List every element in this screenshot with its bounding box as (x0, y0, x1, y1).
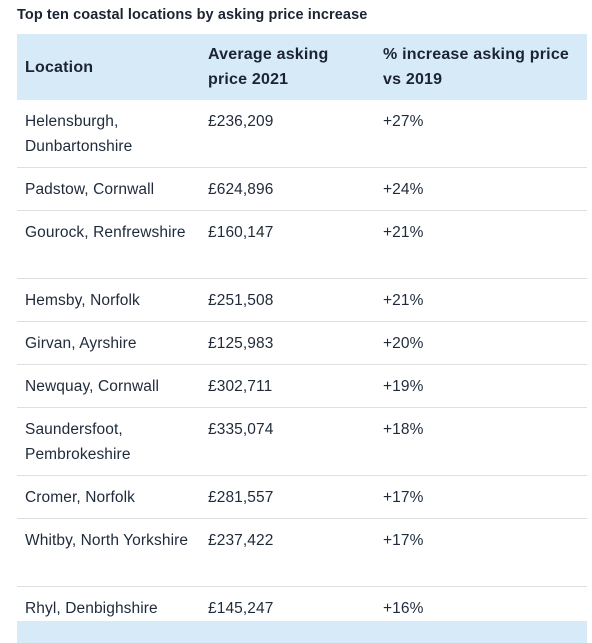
cell-location: Padstow, Cornwall (17, 167, 200, 211)
header-location: Location (25, 58, 94, 76)
table-row: Hemsby, Norfolk £251,508 +21% (17, 278, 587, 322)
cell-price: £236,209 (200, 100, 375, 168)
cell-increase: +24% (375, 167, 587, 211)
table-row: Padstow, Cornwall £624,896 +24% (17, 167, 587, 211)
cell-increase: +17% (375, 518, 587, 587)
table-row: Helensburgh, Dunbartonshire £236,209 +27… (17, 100, 587, 168)
cell-price: £335,074 (200, 407, 375, 476)
cell-increase: +17% (375, 475, 587, 519)
cell-price: £251,508 (200, 278, 375, 322)
table-row: Cromer, Norfolk £281,557 +17% (17, 475, 587, 519)
cell-price: £125,983 (200, 321, 375, 365)
cell-price: £302,711 (200, 364, 375, 408)
table-row: Whitby, North Yorkshire £237,422 +17% (17, 518, 587, 587)
cell-location: Gourock, Renfrewshire (17, 210, 200, 279)
header-average-asking-price: Average asking price 2021 (208, 46, 329, 88)
cell-price: £281,557 (200, 475, 375, 519)
cell-location: Newquay, Cornwall (17, 364, 200, 408)
cell-increase: +19% (375, 364, 587, 408)
cell-increase: +18% (375, 407, 587, 476)
table-row: Newquay, Cornwall £302,711 +19% (17, 364, 587, 408)
cell-increase: +27% (375, 100, 587, 168)
cell-location: Saundersfoot, Pembrokeshire (17, 407, 200, 476)
cell-location: Hemsby, Norfolk (17, 278, 200, 322)
table-row: Gourock, Renfrewshire £160,147 +21% (17, 210, 587, 279)
table-caption: Top ten coastal locations by asking pric… (17, 7, 368, 23)
cell-location: Girvan, Ayrshire (17, 321, 200, 365)
cell-price: £237,422 (200, 518, 375, 587)
cell-increase: +21% (375, 278, 587, 322)
cell-location: Helensburgh, Dunbartonshire (17, 100, 200, 168)
cell-increase: +21% (375, 210, 587, 279)
price-table: Location Average asking price 2021 % inc… (17, 34, 587, 630)
cell-location: Whitby, North Yorkshire (17, 518, 200, 587)
cell-price: £624,896 (200, 167, 375, 211)
cell-increase: +20% (375, 321, 587, 365)
table-footer-band (17, 621, 587, 643)
cell-location: Cromer, Norfolk (17, 475, 200, 519)
header-percent-increase: % increase asking price vs 2019 (383, 46, 570, 88)
cell-price: £160,147 (200, 210, 375, 279)
table-row: Girvan, Ayrshire £125,983 +20% (17, 321, 587, 365)
table-row: Saundersfoot, Pembrokeshire £335,074 +18… (17, 407, 587, 476)
table-header-row: Location Average asking price 2021 % inc… (17, 34, 587, 100)
